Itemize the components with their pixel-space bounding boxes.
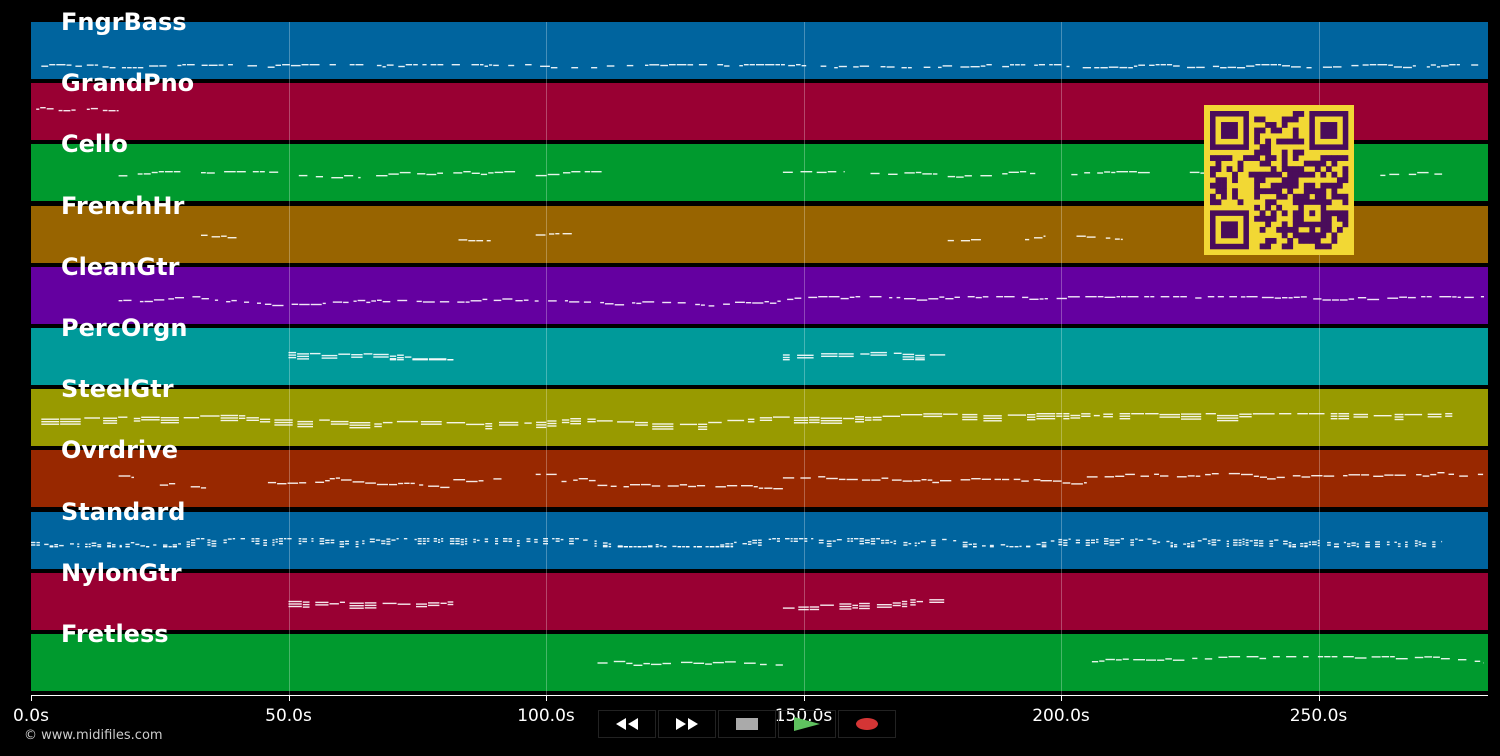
- track-standard[interactable]: Standard: [31, 498, 1488, 571]
- time-axis: [31, 695, 1488, 696]
- piano-roll-timeline[interactable]: FngrBass GrandPno Cello FrenchHr CleanGtr Per…: [31, 8, 1488, 695]
- record-button[interactable]: [838, 710, 896, 738]
- track-label: FrenchHr: [61, 192, 185, 220]
- axis-tick: [546, 695, 547, 701]
- note-lane: [118, 472, 1484, 490]
- track-label: Ovrdrive: [61, 436, 179, 464]
- copyright-text: © www.midifiles.com: [24, 728, 163, 743]
- track-cleangtr[interactable]: CleanGtr: [31, 253, 1488, 326]
- axis-tick: [31, 695, 32, 701]
- rewind-icon: [616, 718, 638, 730]
- axis-tick: [803, 695, 805, 701]
- axis-tick: [288, 695, 290, 701]
- note-lane: [201, 233, 1123, 242]
- axis-tick-label: 50.0s: [265, 706, 312, 726]
- record-icon: [856, 718, 878, 730]
- note-lane: [288, 351, 946, 361]
- axis-tick: [1061, 695, 1062, 701]
- note-lane: [118, 296, 1484, 307]
- axis-tick-label: 250.0s: [1289, 706, 1348, 726]
- track-label: Standard: [61, 498, 186, 526]
- track-nylongtr[interactable]: NylonGtr: [31, 559, 1488, 632]
- track-label: SteelGtr: [61, 375, 174, 403]
- track-fretless[interactable]: Fretless: [31, 620, 1488, 693]
- track-label: GrandPno: [61, 69, 195, 97]
- stop-button[interactable]: [718, 710, 776, 738]
- track-steelgtr[interactable]: SteelGtr: [31, 375, 1488, 448]
- note-lane: [288, 599, 945, 611]
- note-lane: [31, 538, 1443, 548]
- axis-tick-label: 0.0s: [13, 706, 49, 726]
- play-button[interactable]: [778, 710, 836, 738]
- note-lane: [597, 656, 1484, 666]
- transport-controls: [598, 710, 902, 740]
- track-label: PercOrgn: [61, 314, 188, 342]
- axis-tick: [1318, 695, 1320, 701]
- note-lane: [36, 107, 119, 112]
- note-lane: [41, 64, 1479, 69]
- track-percorgn[interactable]: PercOrgn: [31, 314, 1488, 387]
- rewind-button[interactable]: [598, 710, 656, 738]
- track-label: NylonGtr: [61, 559, 182, 587]
- track-label: Cello: [61, 130, 128, 158]
- track-ovrdrive[interactable]: Ovrdrive: [31, 436, 1488, 509]
- axis-tick-label: 100.0s: [517, 706, 575, 726]
- fast-forward-icon: [676, 718, 698, 730]
- note-lane: [41, 413, 1453, 430]
- track-fngrbass[interactable]: FngrBass: [31, 8, 1488, 81]
- qr-code-icon: [1204, 105, 1354, 255]
- axis-tick-label: 200.0s: [1032, 706, 1090, 726]
- track-label: Fretless: [61, 620, 169, 648]
- track-label: FngrBass: [61, 8, 187, 36]
- play-icon: [794, 717, 820, 731]
- fast-forward-button[interactable]: [658, 710, 716, 738]
- axis-tick-label: 150.0s: [774, 706, 833, 726]
- track-label: CleanGtr: [61, 253, 180, 281]
- stop-icon: [736, 718, 758, 730]
